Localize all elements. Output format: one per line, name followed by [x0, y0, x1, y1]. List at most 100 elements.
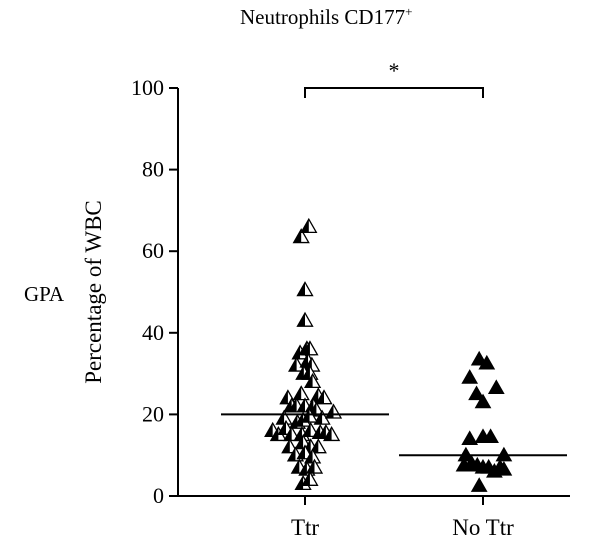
- half-filled-triangle-point: [305, 458, 324, 474]
- triangle-fill-half: [278, 421, 286, 435]
- significance-star: *: [389, 58, 400, 83]
- triangle-fill-half: [301, 219, 309, 233]
- filled-triangle-point: [474, 393, 492, 409]
- x-tick-label: Ttr: [291, 515, 319, 540]
- half-filled-triangle-point: [300, 217, 318, 233]
- half-filled-triangle-point: [292, 385, 310, 401]
- triangle-fill-half: [270, 427, 279, 441]
- filled-triangle-point: [470, 477, 488, 492]
- triangle-fill-half: [310, 388, 319, 402]
- triangle-fill-half: [302, 341, 310, 355]
- triangle-fill: [482, 428, 499, 443]
- triangle-fill-half: [326, 404, 334, 418]
- half-filled-triangle-point: [300, 407, 319, 423]
- chart-title-text: Neutrophils CD177: [240, 5, 406, 29]
- triangle-fill: [470, 477, 488, 492]
- triangle-fill: [487, 379, 505, 395]
- triangle-fill-half: [318, 425, 326, 439]
- triangle-fill-half: [302, 472, 310, 486]
- filled-triangle-point: [468, 385, 485, 401]
- triangle-fill-half: [303, 423, 311, 437]
- triangle-fill: [495, 460, 513, 476]
- half-filled-triangle-point: [324, 403, 343, 419]
- chart-title-superscript: +: [405, 4, 413, 19]
- triangle-fill-half: [316, 390, 324, 404]
- chart-axes: 0 20 40 60 80 100 Ttr No Ttr Percentage of WBC: [81, 75, 570, 540]
- triangle-fill-half: [280, 390, 288, 404]
- half-filled-triangle-point: [303, 372, 322, 389]
- triangle-fill: [455, 456, 473, 472]
- triangle-fill-half: [293, 386, 302, 400]
- triangle-fill-half: [293, 229, 302, 243]
- filled-triangle-point: [487, 379, 505, 395]
- triangle-fill-half: [295, 476, 304, 490]
- half-filled-triangle-point: [315, 389, 333, 405]
- filled-triangle-point: [478, 354, 496, 370]
- significance-bracket: [304, 87, 484, 98]
- triangle-fill: [461, 369, 479, 384]
- half-filled-triangle-point: [296, 311, 314, 327]
- y-tick-label: 20: [142, 401, 164, 426]
- triangle-fill: [468, 385, 485, 401]
- y-tick-label: 100: [131, 75, 164, 100]
- filled-triangle-point: [455, 456, 473, 472]
- x-tick-label: No Ttr: [452, 515, 514, 540]
- filled-triangle-point: [482, 428, 499, 443]
- triangle-fill-half: [292, 345, 301, 359]
- triangle-fill-half: [297, 282, 305, 296]
- triangle-fill-half: [288, 447, 296, 461]
- half-filled-triangle-point: [301, 340, 319, 356]
- y-tick-label: 80: [142, 157, 164, 182]
- filled-triangle-point: [495, 460, 513, 476]
- triangle-fill-half: [295, 435, 304, 449]
- triangle-fill-half: [276, 410, 285, 425]
- half-filled-triangle-point: [288, 356, 306, 372]
- triangle-fill: [461, 430, 479, 446]
- side-label: GPA: [24, 282, 65, 306]
- y-axis-label: Percentage of WBC: [81, 200, 106, 384]
- half-filled-triangle-point: [281, 438, 299, 454]
- triangle-fill-half: [302, 366, 310, 380]
- chart-title: Neutrophils CD177+: [240, 4, 570, 30]
- triangle-fill-half: [300, 353, 309, 367]
- half-filled-triangle-point: [302, 421, 320, 437]
- filled-triangle-point: [461, 430, 479, 446]
- half-filled-triangle-point: [294, 474, 312, 491]
- triangle-fill-half: [297, 445, 305, 459]
- half-filled-triangle-point: [296, 281, 314, 297]
- triangle-fill: [474, 393, 492, 409]
- y-tick-label: 60: [142, 238, 164, 263]
- triangle-fill-half: [312, 425, 321, 439]
- triangle-fill-half: [282, 439, 290, 453]
- triangle-fill-half: [289, 398, 297, 412]
- triangle-fill-half: [297, 313, 305, 327]
- triangle-fill-half: [284, 427, 292, 441]
- half-filled-triangle-point: [283, 425, 301, 442]
- triangle-fill-half: [324, 427, 332, 441]
- half-filled-triangle-point: [322, 425, 341, 442]
- triangle-fill-half: [296, 366, 304, 380]
- triangle-fill-half: [299, 461, 307, 476]
- triangle-fill-half: [305, 398, 314, 412]
- triangle-fill: [478, 354, 496, 370]
- triangle-fill-half: [302, 408, 310, 423]
- filled-triangle-point: [461, 369, 479, 384]
- chart-marks: [221, 217, 567, 492]
- triangle-fill-half: [289, 357, 297, 372]
- half-filled-triangle-point: [275, 409, 293, 425]
- triangle-fill-half: [294, 427, 302, 441]
- chart-annotations: *: [304, 58, 484, 98]
- half-filled-triangle-point: [309, 438, 327, 454]
- y-tick-label: 0: [153, 483, 164, 508]
- triangle-fill-half: [297, 398, 305, 412]
- triangle-fill-half: [291, 459, 300, 474]
- y-tick-label: 40: [142, 320, 164, 345]
- triangle-fill-half: [289, 415, 298, 429]
- triangle-fill-half: [295, 413, 304, 427]
- triangle-fill-half: [284, 398, 292, 412]
- half-filled-triangle-point: [301, 470, 319, 486]
- triangle-fill-half: [305, 374, 313, 388]
- triangle-fill-half: [305, 449, 313, 463]
- triangle-fill-half: [265, 423, 273, 437]
